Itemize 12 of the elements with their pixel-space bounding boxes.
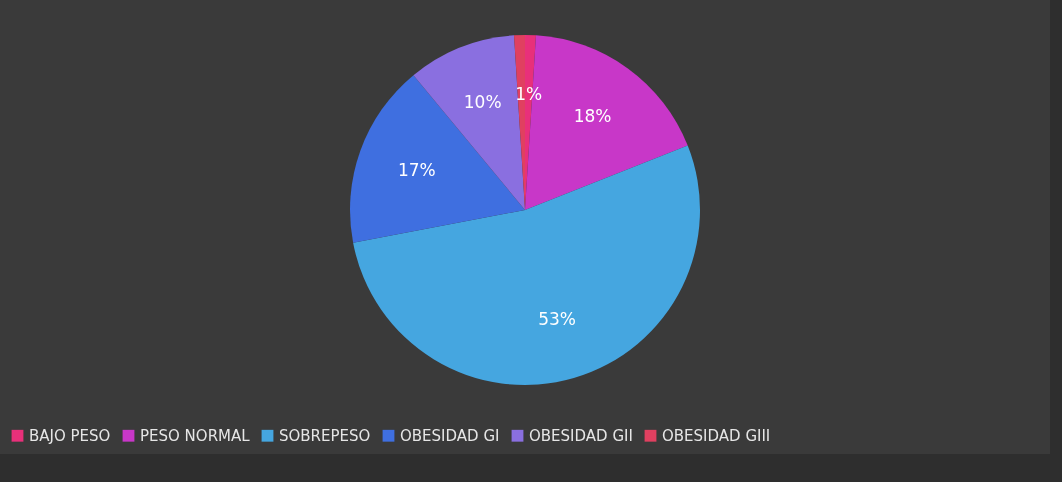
legend-label: OBESIDAD GII xyxy=(529,426,633,445)
data-label: 10% xyxy=(463,92,502,113)
data-label: 18% xyxy=(573,105,612,126)
data-label: 53% xyxy=(538,309,576,330)
legend-label: OBESIDAD GI xyxy=(400,426,500,445)
data-label: 17% xyxy=(397,160,436,181)
legend-label: SOBREPESO xyxy=(279,426,371,445)
legend-label: OBESIDAD GIII xyxy=(662,426,771,445)
legend-label: BAJO PESO xyxy=(29,426,111,445)
data-label: 1% xyxy=(515,84,543,105)
legend-label: PESO NORMAL xyxy=(140,426,251,445)
pie-slice xyxy=(353,145,700,385)
